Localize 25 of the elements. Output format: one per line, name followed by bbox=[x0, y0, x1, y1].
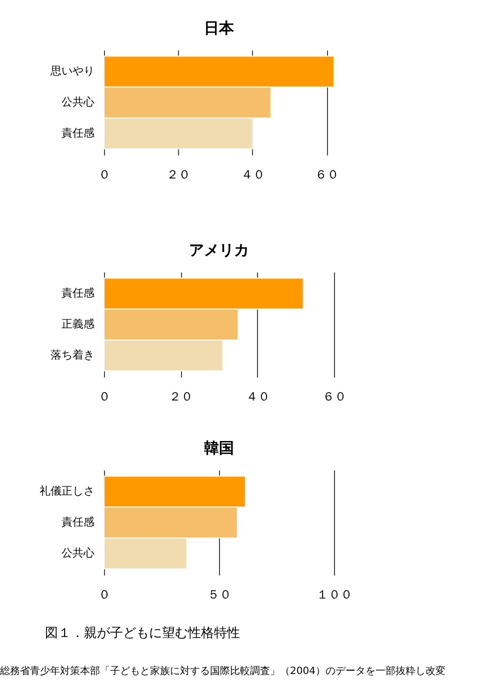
x-tick-label: ０ bbox=[98, 390, 110, 404]
chart-title: 韓国 bbox=[204, 439, 234, 457]
x-tick-label: ５０ bbox=[208, 588, 232, 602]
x-tick-label: ６０ bbox=[322, 390, 346, 404]
chart-title: 日本 bbox=[204, 19, 235, 37]
x-tick-label: ２０ bbox=[169, 390, 194, 404]
y-tick-label: 思いやり bbox=[50, 64, 94, 78]
caption: 図１．親が子どもに望む性格特性 bbox=[45, 625, 240, 642]
y-tick-label: 公共心 bbox=[62, 96, 94, 108]
y-tick-label: 責任感 bbox=[62, 286, 94, 300]
x-tick-label: ４０ bbox=[240, 168, 265, 182]
y-tick-label: 礼儀正しさ bbox=[40, 484, 94, 498]
x-tick-label: ２０ bbox=[166, 168, 191, 182]
x-tick-label: １００ bbox=[316, 588, 352, 602]
chart-title: アメリカ bbox=[189, 241, 249, 259]
y-tick-label: 落ち着き bbox=[50, 348, 94, 362]
x-tick-label: ０ bbox=[98, 168, 110, 182]
x-tick-label: ０ bbox=[98, 588, 110, 602]
text: 総務省青少年対策本部「子どもと家族に対する国際比較調査」（2004）のデータを一部抜粋し改変 bbox=[0, 664, 446, 678]
y-tick-label: 責任感 bbox=[62, 516, 94, 528]
y-tick-label: 責任感 bbox=[62, 126, 94, 140]
x-tick-label: ４０ bbox=[246, 390, 270, 404]
y-tick-label: 正義感 bbox=[62, 318, 94, 330]
x-tick-label: ６０ bbox=[315, 168, 340, 182]
y-tick-label: 公共心 bbox=[62, 546, 94, 560]
